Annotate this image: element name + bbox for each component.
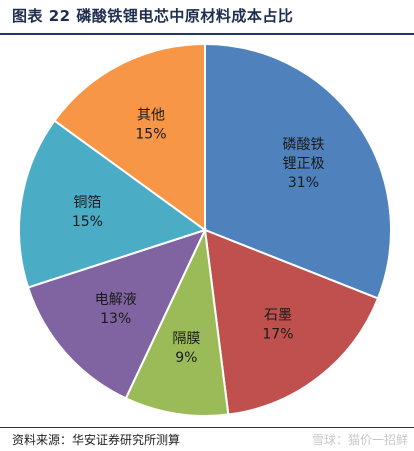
pie-slice (124, 226, 230, 417)
chart-title: 图表 22 磷酸铁锂电芯中原材料成本占比 (12, 7, 294, 25)
pie-slice (53, 42, 206, 232)
watermark-text: 雪球：猫价一招鲜 (311, 433, 408, 447)
slice-value-label: 31% (288, 175, 319, 191)
slice-value-label: 17% (262, 327, 293, 343)
slice-category-label: 磷酸铁 (282, 137, 324, 153)
slice-category-label: 铜箔 (73, 195, 101, 211)
slice-value-label: 15% (72, 214, 103, 230)
pie-slice (26, 228, 207, 400)
footer-divider (0, 427, 414, 428)
slice-value-label: 15% (135, 126, 166, 142)
source-note: 资料来源：华安证券研究所测算 (12, 433, 181, 447)
slice-category-label: 石墨 (264, 308, 292, 324)
slice-category-label: 其他 (137, 107, 165, 123)
slice-category-label: 锂正极 (282, 156, 324, 172)
pie-slice (18, 119, 208, 289)
slice-category-label: 电解液 (95, 292, 137, 308)
slice-value-label: 9% (175, 350, 197, 366)
slice-value-label: 13% (100, 311, 131, 327)
pie-slice (204, 42, 392, 300)
pie-slice (203, 228, 380, 416)
slice-category-label: 隔膜 (172, 331, 200, 347)
title-divider (0, 33, 414, 35)
